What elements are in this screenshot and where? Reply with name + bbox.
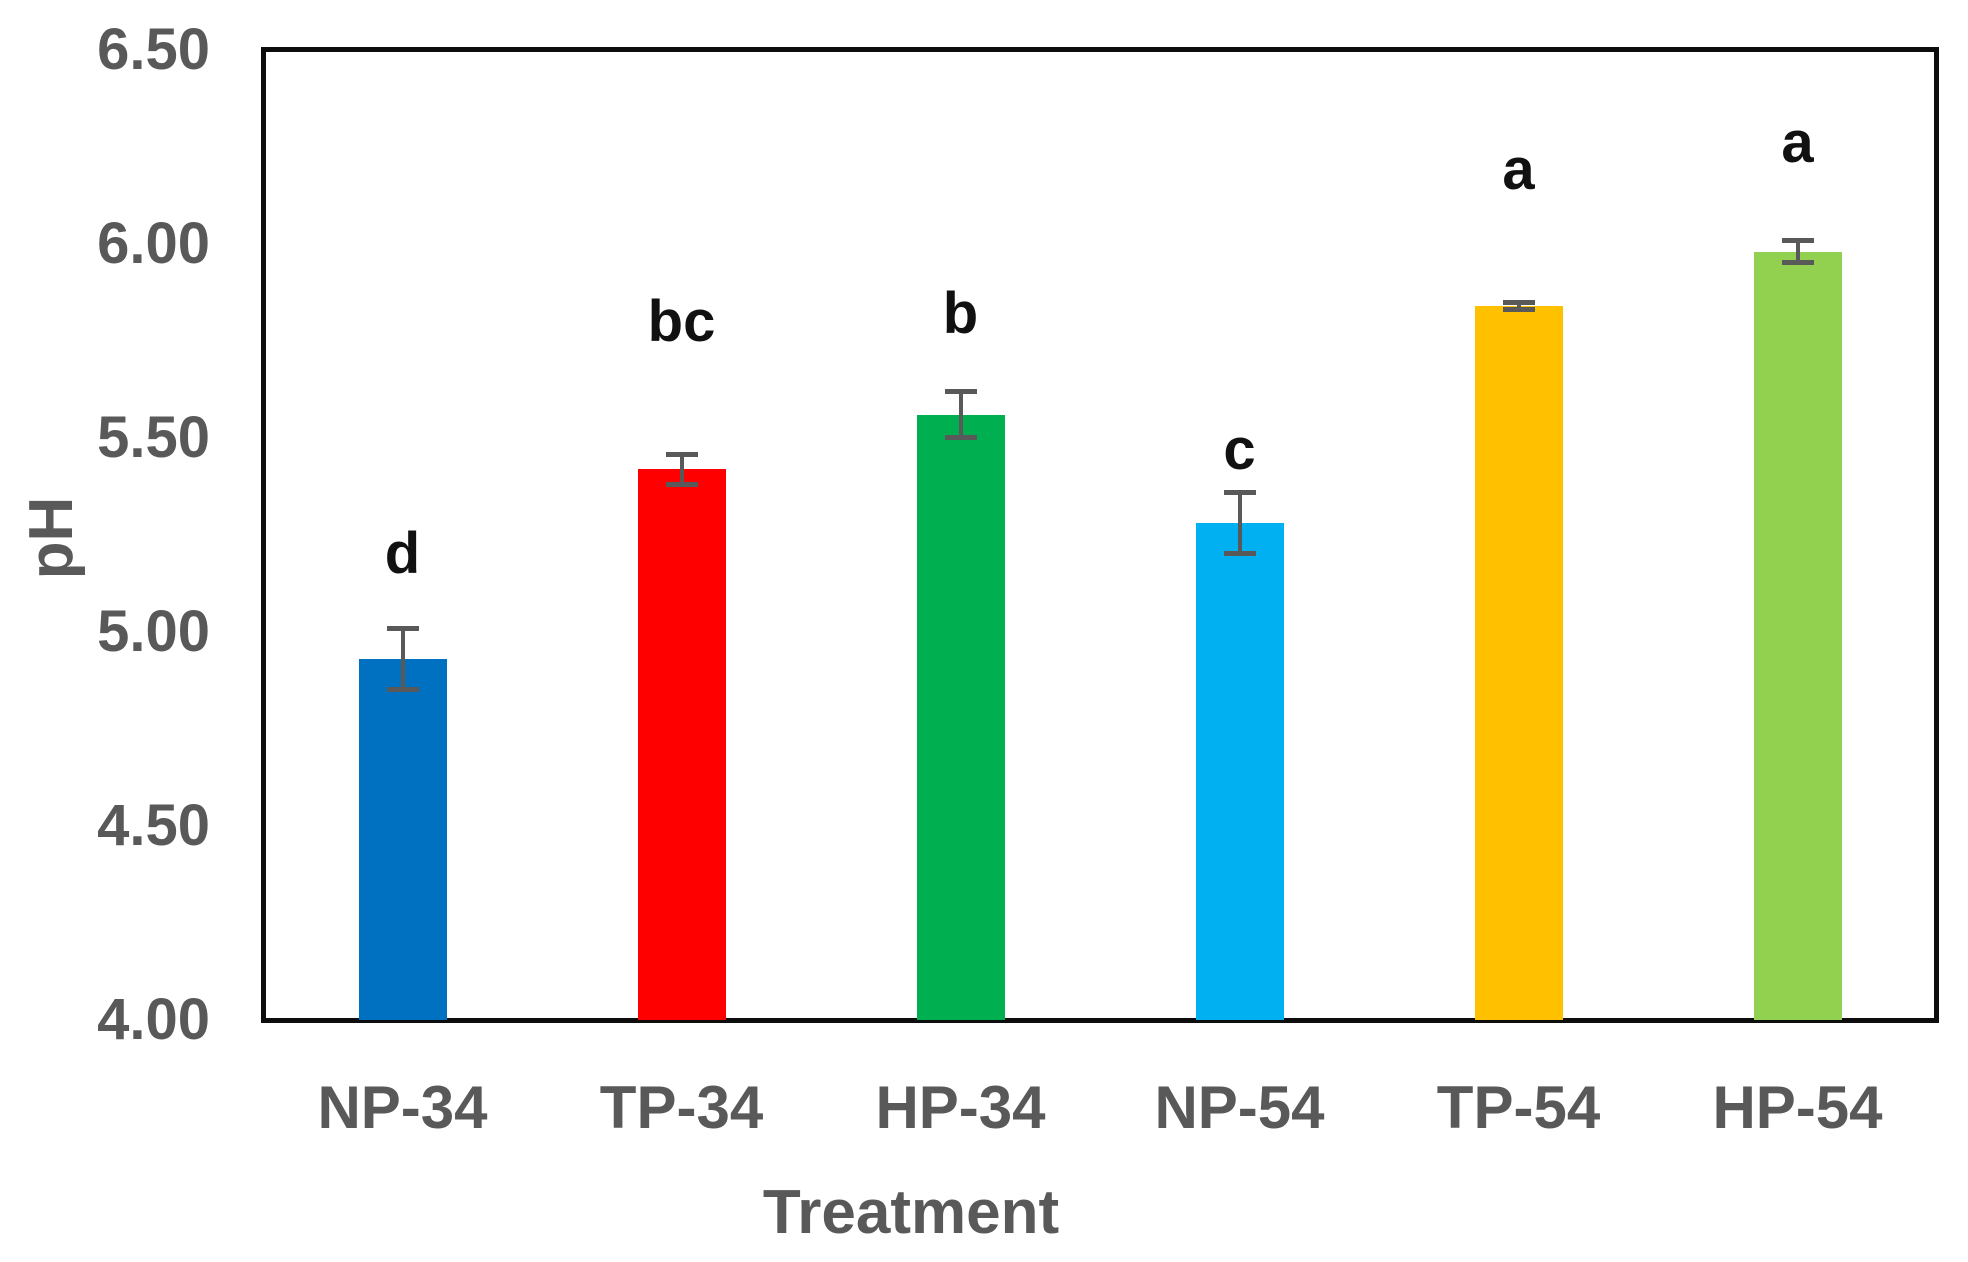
x-axis-title: Treatment (762, 1178, 1060, 1247)
error-bar (1502, 306, 1535, 312)
plot-area (261, 47, 1939, 1023)
significance-letter: a (1502, 137, 1535, 203)
bar-np-34 (358, 659, 447, 1020)
y-tick-label: 4.00 (97, 987, 210, 1052)
bar-hp-54 (1753, 251, 1842, 1020)
bar-hp-34 (916, 414, 1005, 1020)
x-tick-label-hp-34: HP-34 (875, 1074, 1046, 1141)
y-tick-label: 6.00 (97, 211, 210, 276)
y-tick-label: 6.50 (97, 17, 210, 82)
y-tick-label: 4.50 (97, 793, 210, 858)
error-bar (944, 389, 977, 395)
error-bar (1781, 260, 1814, 266)
significance-letter: c (1223, 416, 1256, 482)
x-tick-label-tp-54: TP-54 (1436, 1074, 1601, 1141)
significance-letter: a (1781, 110, 1814, 176)
error-bar (1223, 551, 1256, 557)
error-bar (665, 451, 698, 457)
y-tick-label: 5.00 (97, 599, 210, 664)
x-tick-label-hp-54: HP-54 (1712, 1074, 1883, 1141)
error-bar (386, 626, 419, 632)
x-tick-label-np-34: NP-34 (317, 1074, 488, 1141)
error-bar (1516, 302, 1521, 310)
bar-tp-34 (637, 469, 726, 1020)
error-bar (1795, 240, 1800, 264)
significance-letter: bc (647, 288, 716, 354)
bar-np-54 (1195, 523, 1284, 1020)
significance-letter: d (384, 521, 421, 587)
error-bar (944, 435, 977, 440)
error-bar (1237, 492, 1242, 555)
error-bar (958, 391, 963, 438)
significance-letter: b (942, 280, 979, 346)
error-bar (679, 453, 684, 485)
y-tick-label: 5.50 (97, 405, 210, 470)
error-bar (1502, 300, 1535, 306)
error-bar (386, 687, 419, 693)
error-bar (1781, 238, 1814, 244)
error-bar (1223, 490, 1256, 496)
error-bar (400, 628, 405, 691)
x-tick-label-tp-34: TP-34 (599, 1074, 764, 1141)
bar-tp-54 (1474, 306, 1563, 1020)
error-bar (665, 481, 698, 487)
x-tick-label-np-54: NP-54 (1154, 1074, 1325, 1141)
